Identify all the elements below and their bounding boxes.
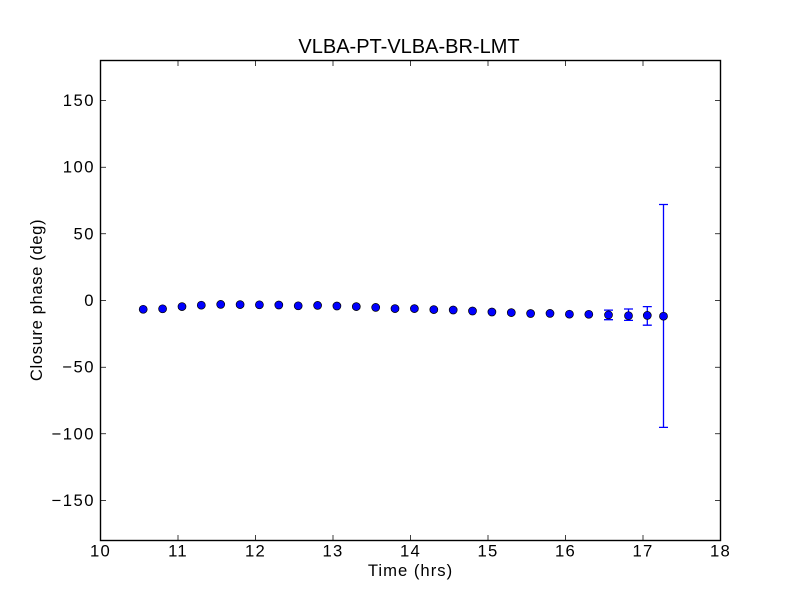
svg-text:10: 10 [90,542,111,561]
svg-text:Closure phase (deg): Closure phase (deg) [27,219,46,381]
svg-text:VLBA-PT-VLBA-BR-LMT: VLBA-PT-VLBA-BR-LMT [298,36,519,58]
svg-text:14: 14 [400,542,421,561]
svg-text:0: 0 [84,291,95,310]
svg-text:16: 16 [555,542,576,561]
svg-text:−100: −100 [51,424,95,443]
svg-text:11: 11 [168,542,188,561]
svg-text:15: 15 [478,542,499,561]
svg-text:13: 13 [323,542,344,561]
svg-text:−50: −50 [62,358,95,377]
svg-text:18: 18 [710,542,731,561]
svg-text:100: 100 [63,158,95,177]
svg-text:150: 150 [63,91,95,110]
svg-text:−150: −150 [51,491,95,510]
svg-text:50: 50 [73,224,95,243]
svg-text:17: 17 [633,542,654,561]
svg-text:Time (hrs): Time (hrs) [368,561,453,580]
svg-text:12: 12 [245,542,266,561]
